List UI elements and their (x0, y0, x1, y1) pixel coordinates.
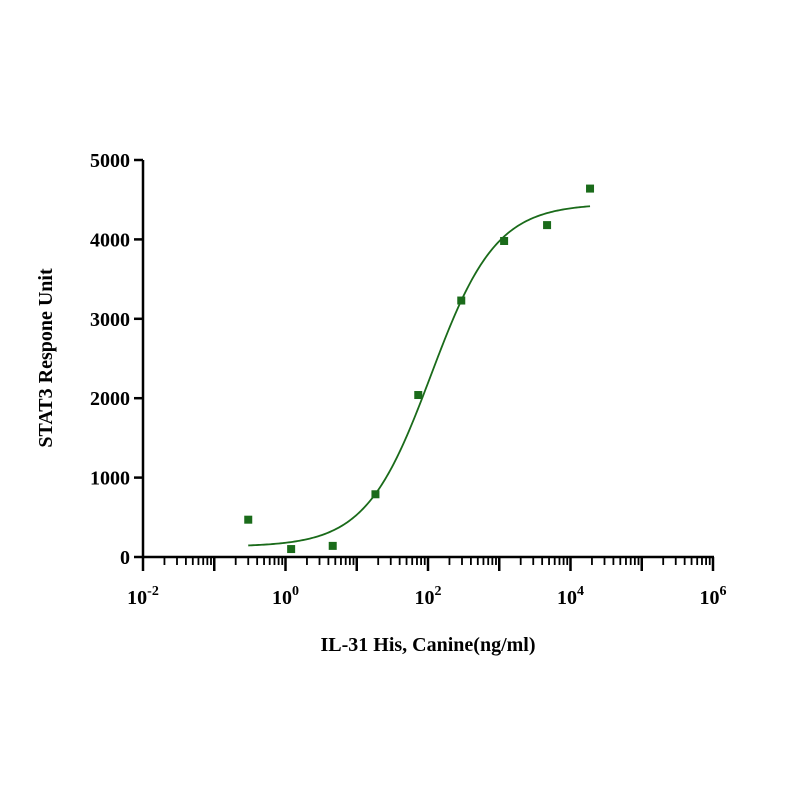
y-tick-label: 4000 (90, 229, 130, 251)
data-point (328, 541, 337, 550)
y-tick-label: 5000 (90, 150, 130, 172)
y-axis: 0 1000 2000 3000 4000 5000 (90, 150, 145, 569)
fit-curve-group (248, 205, 591, 547)
y-tick-label: 0 (120, 547, 130, 569)
y-tick-label: 2000 (90, 388, 130, 410)
data-point (287, 545, 296, 554)
x-tick-label: 100 (272, 584, 299, 609)
data-point (244, 515, 253, 524)
x-tick-label: 104 (557, 584, 584, 609)
data-point (500, 236, 509, 245)
y-axis-label: STAT3 Respone Unit (35, 268, 57, 448)
x-tick-label: 102 (415, 584, 442, 609)
data-points-group (244, 184, 595, 554)
fit-curve (248, 205, 591, 547)
x-tick-label: 10-2 (127, 584, 159, 609)
x-axis-label: IL-31 His, Canine(ng/ml) (320, 634, 535, 656)
y-tick-label: 3000 (90, 309, 130, 331)
data-point (414, 391, 423, 400)
data-point (586, 184, 595, 193)
data-point (457, 296, 466, 305)
x-tick-label: 106 (700, 584, 727, 609)
x-axis: 10-2 100 102 104 106 (127, 555, 727, 609)
data-point (371, 490, 380, 499)
y-tick-label: 1000 (90, 468, 130, 490)
data-point (543, 221, 552, 230)
